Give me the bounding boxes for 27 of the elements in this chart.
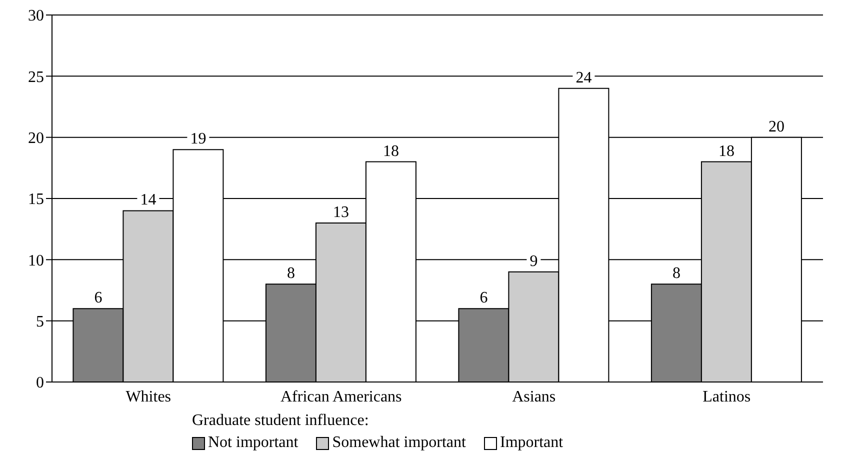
data-label: 14 — [140, 192, 156, 209]
y-tick-label: 20 — [28, 130, 44, 148]
data-label: 20 — [768, 118, 784, 136]
x-tick-label: Latinos — [702, 388, 751, 406]
legend-label: Not important — [207, 434, 298, 452]
legend-title: Graduate student influence: — [192, 412, 370, 430]
y-tick-label: 15 — [28, 191, 44, 208]
y-tick-label: 0 — [36, 374, 44, 392]
y-tick-label: 5 — [36, 314, 44, 331]
y-tick-label: 25 — [28, 68, 44, 86]
x-tick-label: Whites — [126, 388, 172, 406]
data-label: 6 — [94, 290, 102, 307]
y-tick-label: 10 — [28, 252, 44, 270]
data-label: 19 — [190, 130, 206, 148]
data-label: 8 — [672, 265, 680, 282]
legend-label: Somewhat important — [331, 434, 466, 452]
x-tick-label: African Americans — [280, 388, 402, 406]
data-label: 18 — [718, 142, 734, 160]
data-label: 13 — [332, 204, 349, 221]
data-label: 24 — [576, 69, 592, 86]
data-label: 8 — [286, 265, 295, 282]
data-label: 18 — [382, 142, 399, 160]
x-tick-label: Asians — [512, 388, 556, 406]
data-label: 6 — [480, 290, 488, 307]
y-tick-label: 30 — [28, 8, 44, 25]
data-label: 9 — [530, 252, 538, 270]
legend-label: Important — [498, 434, 564, 452]
